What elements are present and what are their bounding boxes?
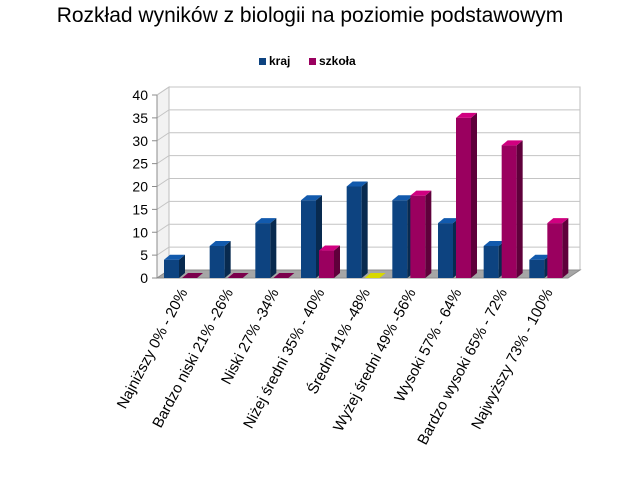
y-tick-label: 25 — [132, 156, 148, 172]
chart-title: Rozkład wyników z biologii na poziomie p… — [56, 4, 564, 27]
zero-marker — [364, 273, 386, 278]
bar-side — [334, 245, 340, 278]
bar-side — [562, 218, 569, 278]
bar-top — [501, 140, 523, 146]
bar-szkoła-3 — [273, 273, 295, 278]
bar-szkoła-9 — [547, 218, 569, 278]
y-tick-label: 15 — [132, 201, 148, 217]
bar-side — [179, 254, 185, 278]
bars — [164, 112, 569, 278]
bar-kraj-1 — [164, 254, 185, 278]
legend-swatch — [309, 58, 316, 65]
bar-front — [438, 223, 453, 278]
bar-szkoła-7 — [456, 112, 477, 278]
x-category-label: Najwyższy 73% - 100% — [468, 286, 557, 432]
bar-front — [346, 186, 362, 278]
legend-swatch — [259, 58, 266, 65]
legend: kraj szkoła — [259, 54, 356, 68]
bar-top — [438, 218, 459, 224]
bar-front — [164, 259, 179, 278]
y-tick-label: 35 — [132, 110, 148, 126]
bar-top — [456, 112, 477, 118]
y-tick-label: 10 — [132, 224, 148, 240]
bar-top — [346, 181, 368, 187]
bar-front — [209, 245, 225, 278]
bar-szkoła-2 — [227, 273, 249, 278]
legend-label: szkoła — [319, 54, 356, 68]
bar-front — [456, 117, 471, 278]
bar-front — [301, 200, 316, 278]
bar-kraj-2 — [209, 240, 231, 278]
bar-front — [501, 145, 517, 278]
x-category-label: Niżej średni 35% - 40% — [240, 286, 328, 432]
x-category-label: Bardzo wysoki 65% - 72% — [414, 286, 511, 448]
gridline — [156, 155, 580, 165]
bar-front — [529, 259, 545, 278]
gridline — [156, 178, 580, 187]
bar-side — [425, 190, 432, 278]
bar-top — [410, 190, 432, 196]
gridline — [156, 200, 580, 210]
x-axis-labels: Najniższy 0% - 20%Bardzo niski 21% -26%N… — [114, 285, 557, 447]
bar-front — [547, 223, 563, 278]
bar-side — [361, 181, 368, 278]
bar-szkoła-5 — [364, 273, 386, 278]
bar-front — [392, 200, 408, 278]
gridlines — [156, 86, 580, 256]
bar-szkoła-8 — [501, 140, 523, 278]
bar-front — [255, 223, 271, 278]
bar-top — [164, 254, 185, 260]
zero-bar-base — [227, 273, 249, 278]
bar-top — [547, 218, 569, 224]
bar-kraj-5 — [346, 181, 368, 278]
zero-bar-base — [273, 273, 295, 278]
bar-szkoła-4 — [319, 245, 340, 278]
bar-side — [270, 218, 277, 278]
y-tick-label: 30 — [132, 133, 148, 149]
bar-top — [301, 195, 322, 201]
legend-item-szkoła: szkoła — [309, 54, 356, 68]
bar-top — [483, 240, 505, 246]
x-category-label: Wyżej średni 49% -56% — [330, 286, 420, 434]
bar-kraj-6 — [392, 195, 414, 278]
bar-front — [319, 250, 334, 278]
x-category-label: Bardzo niski 21% -26% — [149, 286, 237, 431]
bar-side — [224, 240, 231, 278]
bar-front — [483, 245, 499, 278]
bar-top — [209, 240, 231, 246]
bar-szkoła-6 — [410, 190, 432, 278]
bar-top — [392, 195, 414, 201]
bar-top — [319, 245, 340, 251]
bar-top — [255, 218, 277, 224]
bar-top — [529, 254, 551, 260]
y-tick-label: 20 — [132, 179, 148, 195]
legend-item-kraj: kraj — [259, 54, 290, 68]
bar-kraj-3 — [255, 218, 277, 278]
bar-kraj-4 — [301, 195, 322, 278]
bar-kraj-7 — [438, 218, 459, 278]
bar-kraj-8 — [483, 240, 505, 278]
gridline — [156, 109, 580, 119]
bar-kraj-9 — [529, 254, 551, 278]
bar-side — [516, 140, 523, 278]
gridline — [156, 86, 580, 96]
zero-bar-base — [182, 273, 203, 278]
y-tick-label: 40 — [132, 87, 148, 103]
gridline — [156, 132, 580, 142]
y-axis-ticks: 0 5 10 15 20 25 30 35 40 — [132, 87, 158, 286]
bar-szkoła-1 — [182, 273, 203, 278]
y-tick-label: 5 — [140, 247, 148, 263]
bar-side — [471, 112, 477, 278]
bar-front — [410, 195, 426, 278]
y-tick-label: 0 — [140, 270, 148, 286]
legend-label: kraj — [269, 54, 290, 68]
